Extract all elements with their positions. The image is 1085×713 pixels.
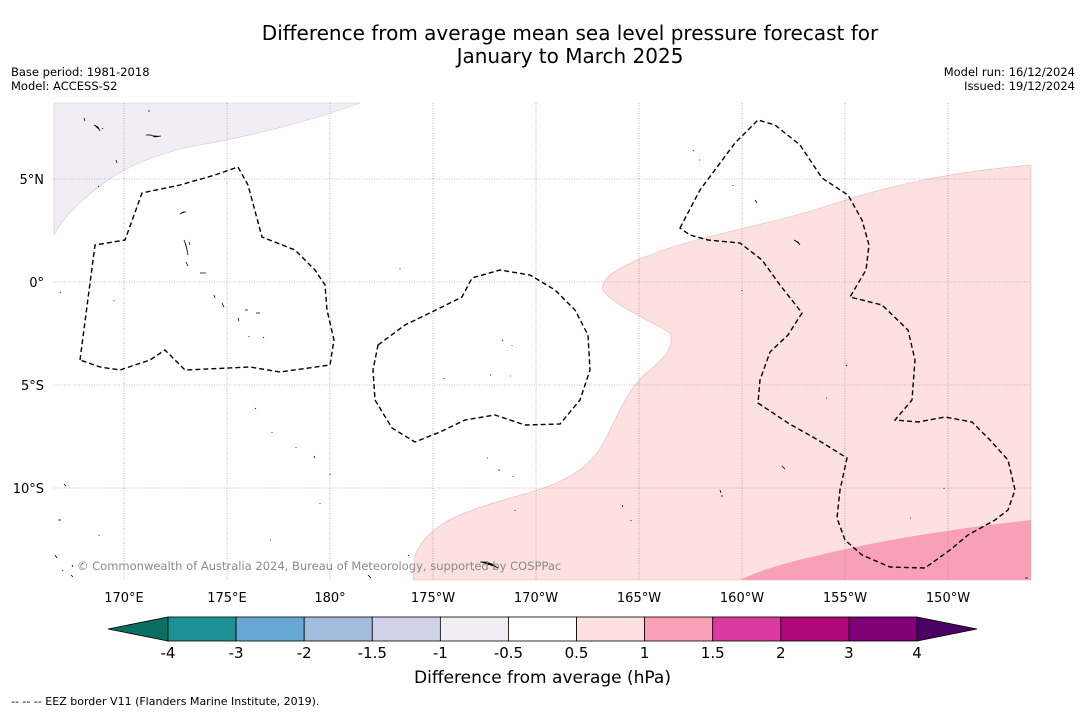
colorbar-bin: [780, 616, 850, 642]
lon-label-150w: 150°W: [926, 591, 970, 606]
positive-anomaly-region: [412, 164, 1032, 581]
lon-label-170e: 170°E: [104, 591, 144, 606]
lon-label-175w: 175°W: [411, 591, 455, 606]
colorbar-under-triangle: [107, 616, 169, 642]
eez-border-east: [679, 119, 1016, 569]
lat-label-5n: 5°N: [20, 173, 45, 188]
negative-anomaly-region: [53, 102, 361, 236]
lon-label-160w: 160°W: [720, 591, 764, 606]
title-line-2: January to March 2025: [456, 44, 684, 68]
colorbar-bin: [167, 616, 237, 642]
lat-label-5s: 5°S: [21, 379, 44, 394]
colorbar-bin: [712, 616, 782, 642]
lon-label-165w: 165°W: [617, 591, 661, 606]
lon-label-170w: 170°W: [514, 591, 558, 606]
colorbar-bin: [644, 616, 714, 642]
meta-left: Base period: 1981-2018 Model: ACCESS-S2: [11, 65, 150, 93]
colorbar-tick-label: -1.5: [358, 644, 387, 662]
colorbar-tick-label: -3: [229, 644, 244, 662]
colorbar-tick-label: 4: [912, 644, 922, 662]
lat-label-0: 0°: [29, 276, 44, 291]
colorbar-tick-label: -2: [297, 644, 312, 662]
colorbar-label: Difference from average (hPa): [414, 668, 671, 688]
eez-borders: [79, 119, 1016, 569]
colorbar-bin: [848, 616, 918, 642]
chart-title: Difference from average mean sea level p…: [0, 22, 1085, 68]
base-period: Base period: 1981-2018: [11, 65, 150, 79]
colorbar-bin: [235, 616, 305, 642]
issued-date: Issued: 19/12/2024: [964, 79, 1075, 93]
eez-legend-footnote: -- -- -- EEZ border V11 (Flanders Marine…: [11, 695, 320, 708]
title-line-1: Difference from average mean sea level p…: [261, 21, 879, 45]
colorbar-tick-label: -1: [433, 644, 448, 662]
colorbar-bin: [439, 616, 509, 642]
lon-label-155w: 155°W: [823, 591, 867, 606]
colorbar-tick-label: 1.5: [701, 644, 725, 662]
lon-label-180: 180°: [314, 591, 345, 606]
colorbar: -4 -3 -2 -1.5 -1 -0.5 0.5 1 1.5 2 3 4: [107, 616, 978, 662]
strong-positive-anomaly-region: [740, 520, 1031, 580]
graticule: [54, 103, 1031, 580]
colorbar-bin: [303, 616, 373, 642]
colorbar-tick-label: 3: [844, 644, 854, 662]
islands: [54, 110, 1028, 579]
colorbar-bin: [508, 616, 577, 642]
colorbar-tick-label: -0.5: [494, 644, 523, 662]
meta-right: Model run: 16/12/2024 Issued: 19/12/2024: [944, 65, 1075, 93]
copyright-notice: © Commonwealth of Australia 2024, Bureau…: [77, 559, 561, 573]
colorbar-bin: [371, 616, 441, 642]
model-run: Model run: 16/12/2024: [943, 65, 1075, 79]
colorbar-tick-label: 2: [776, 644, 786, 662]
lat-label-10s: 10°S: [13, 482, 44, 497]
colorbar-tick-label: 0.5: [565, 644, 589, 662]
lon-label-175e: 175°E: [207, 591, 247, 606]
eez-border-central: [372, 269, 591, 443]
eez-border-west: [79, 166, 335, 373]
model-name: Model: ACCESS-S2: [11, 79, 118, 93]
colorbar-tick-label: 1: [640, 644, 650, 662]
colorbar-bin: [576, 616, 646, 642]
colorbar-over-triangle: [916, 616, 978, 642]
colorbar-tick-label: -4: [161, 644, 176, 662]
